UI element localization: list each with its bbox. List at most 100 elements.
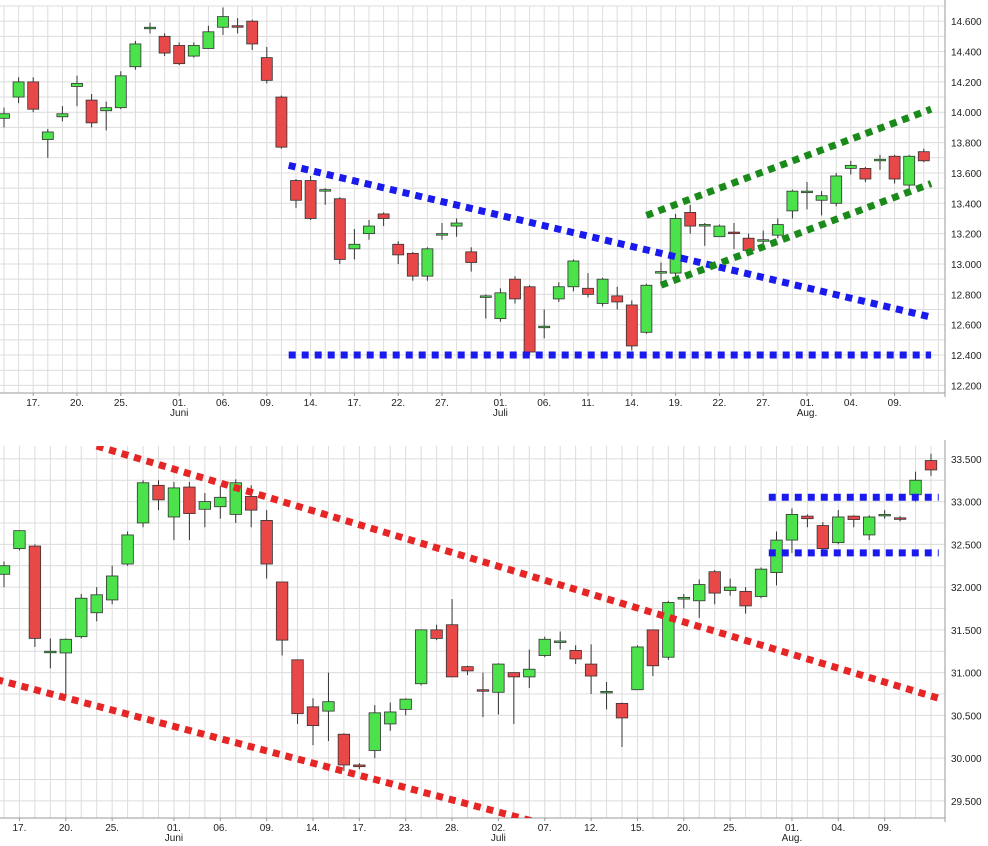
candle — [596, 277, 609, 307]
candle — [217, 7, 229, 35]
candle-body-up — [13, 530, 26, 550]
candle-body-up — [832, 516, 845, 544]
y-tick-label: 13.200 — [951, 230, 982, 241]
candle — [368, 705, 381, 759]
y-tick-label: 32.000 — [951, 583, 982, 594]
x-tick-label: 20. — [59, 823, 73, 834]
candle — [492, 663, 505, 715]
candle — [538, 309, 551, 339]
candle — [582, 273, 594, 298]
candle — [0, 561, 11, 588]
candle-body-down — [152, 484, 165, 501]
candle-body-up — [75, 597, 88, 638]
candle — [693, 579, 706, 618]
candle-body-down — [646, 629, 660, 667]
x-tick-label: 25. — [114, 398, 128, 409]
candle — [724, 578, 737, 596]
candle-body-up — [187, 45, 200, 57]
x-tick-label: 17. — [26, 398, 40, 409]
candle — [615, 702, 629, 748]
x-tick-label: 06. — [216, 398, 230, 409]
candle — [421, 247, 434, 281]
candle-body-up — [554, 640, 567, 643]
candle — [859, 166, 872, 183]
candle-body-down — [801, 515, 814, 520]
candle — [509, 276, 521, 304]
candle-body-down — [859, 167, 872, 180]
candle-body-up — [552, 286, 565, 300]
candle-body-down — [246, 20, 259, 45]
candle — [600, 682, 613, 710]
candle-body-up — [874, 158, 886, 162]
x-tick-month-label: Juni — [165, 833, 183, 844]
candle-body-down — [173, 45, 186, 65]
candle — [13, 530, 26, 551]
candle — [144, 22, 156, 34]
candle-body-down — [582, 287, 594, 295]
candle — [399, 698, 412, 716]
x-tick-label: 09. — [260, 823, 274, 834]
candle — [888, 154, 901, 184]
candle — [631, 645, 644, 691]
candle-body-up — [677, 596, 690, 600]
x-tick-label: 15. — [630, 823, 644, 834]
candle — [319, 188, 332, 205]
candle-body-up — [903, 155, 916, 186]
y-tick-label: 29.500 — [951, 797, 982, 808]
candle — [291, 659, 304, 724]
candle-body-up — [114, 75, 127, 109]
candle-body-up — [363, 225, 375, 235]
y-tick-label: 31.500 — [951, 626, 982, 637]
y-tick-label: 14.600 — [951, 17, 982, 28]
candle — [85, 94, 98, 128]
candle — [231, 18, 244, 34]
candle — [136, 480, 150, 528]
candle — [625, 300, 638, 351]
x-tick-label: 17. — [12, 823, 26, 834]
x-tick-label: 11. — [581, 398, 594, 409]
y-tick-label: 14.000 — [951, 108, 982, 119]
candle-body-down — [430, 629, 443, 639]
candle-body-up — [229, 482, 242, 515]
candle-body-down — [816, 525, 829, 550]
candle-body-up — [44, 650, 57, 654]
candle-body-down — [509, 278, 521, 300]
x-tick-label: 01. — [172, 398, 186, 409]
red-trendline — [0, 676, 535, 818]
candle-body-up — [662, 602, 675, 658]
candle — [158, 33, 171, 57]
candle-body-up — [399, 698, 412, 710]
candle-body-down — [231, 25, 244, 28]
candle-body-up — [596, 278, 609, 304]
candle-body-up — [640, 284, 653, 333]
red-trendline — [95, 446, 940, 702]
candle-body-down — [333, 198, 346, 260]
candle-body-up — [100, 107, 113, 112]
candle — [260, 510, 273, 579]
x-tick-label: 22. — [712, 398, 726, 409]
candle-body-down — [392, 243, 405, 256]
candle-body-up — [421, 248, 434, 277]
y-tick-label: 14.400 — [951, 48, 982, 59]
candle — [41, 128, 54, 158]
candle-body-up — [785, 514, 799, 541]
candle — [246, 19, 259, 51]
candle — [384, 702, 397, 731]
y-tick-label: 12.600 — [951, 321, 982, 332]
candle — [183, 481, 196, 541]
candle-body-down — [584, 663, 598, 677]
candle-body-up — [12, 81, 25, 98]
candle — [377, 212, 390, 227]
candle-body-up — [538, 638, 551, 656]
candle — [353, 763, 366, 770]
candle — [363, 219, 375, 240]
y-tick-label: 12.400 — [951, 351, 982, 362]
x-tick-label: 09. — [878, 823, 892, 834]
candle-body-up — [878, 514, 891, 517]
x-tick-label: 19. — [669, 398, 683, 409]
candle-body-up — [693, 584, 706, 602]
candle-body-up — [121, 534, 134, 565]
candle — [830, 172, 843, 207]
candle-body-down — [684, 211, 697, 227]
x-tick-label: 20. — [677, 823, 691, 834]
